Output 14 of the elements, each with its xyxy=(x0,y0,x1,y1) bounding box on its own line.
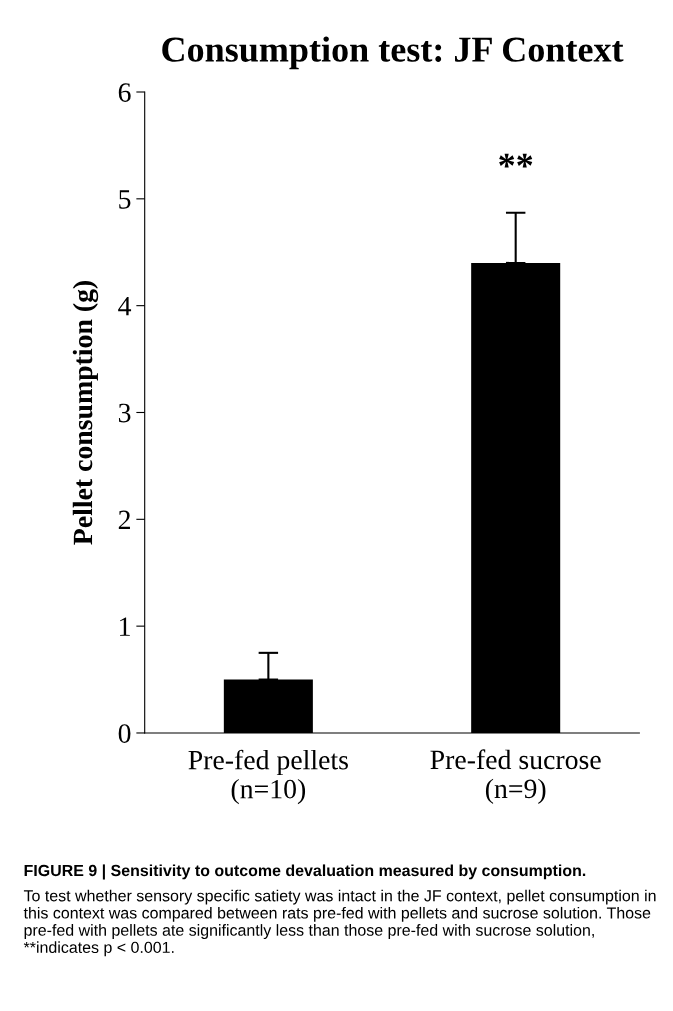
y-tick-label: 1 xyxy=(120,617,130,636)
y-tick-label: 3 xyxy=(118,403,131,423)
chart-title: Consumption test: JF Context xyxy=(162,36,624,70)
y-tick-label: 2 xyxy=(118,510,130,529)
y-tick-label: 4 xyxy=(118,297,132,316)
y-tick-label: 6 xyxy=(118,83,131,102)
x-tick-label: Pre-fed pellets (n=10) xyxy=(188,749,348,805)
y-tick-label: 0 xyxy=(118,724,131,743)
text: To test whether sensory specific satiety was intact in the JF context, pellet consumption in this context was compared between rats pre-fed with pellets and sucrose solution. Those pre-fed with pellets ate significantly less than those pre-fed with sucrose solution, **indicates p < 0.001. xyxy=(23,889,656,957)
caption: FIGURE 9 | Sensitivity to outcome devaluation measured by consumption. xyxy=(24,864,586,880)
x-tick-label: Pre-fed sucrose (n=9) xyxy=(430,749,601,804)
y-axis-title: Pellet consumption (g) xyxy=(72,281,99,545)
y-tick-label: 5 xyxy=(119,190,131,209)
annotation: ** xyxy=(499,153,533,168)
